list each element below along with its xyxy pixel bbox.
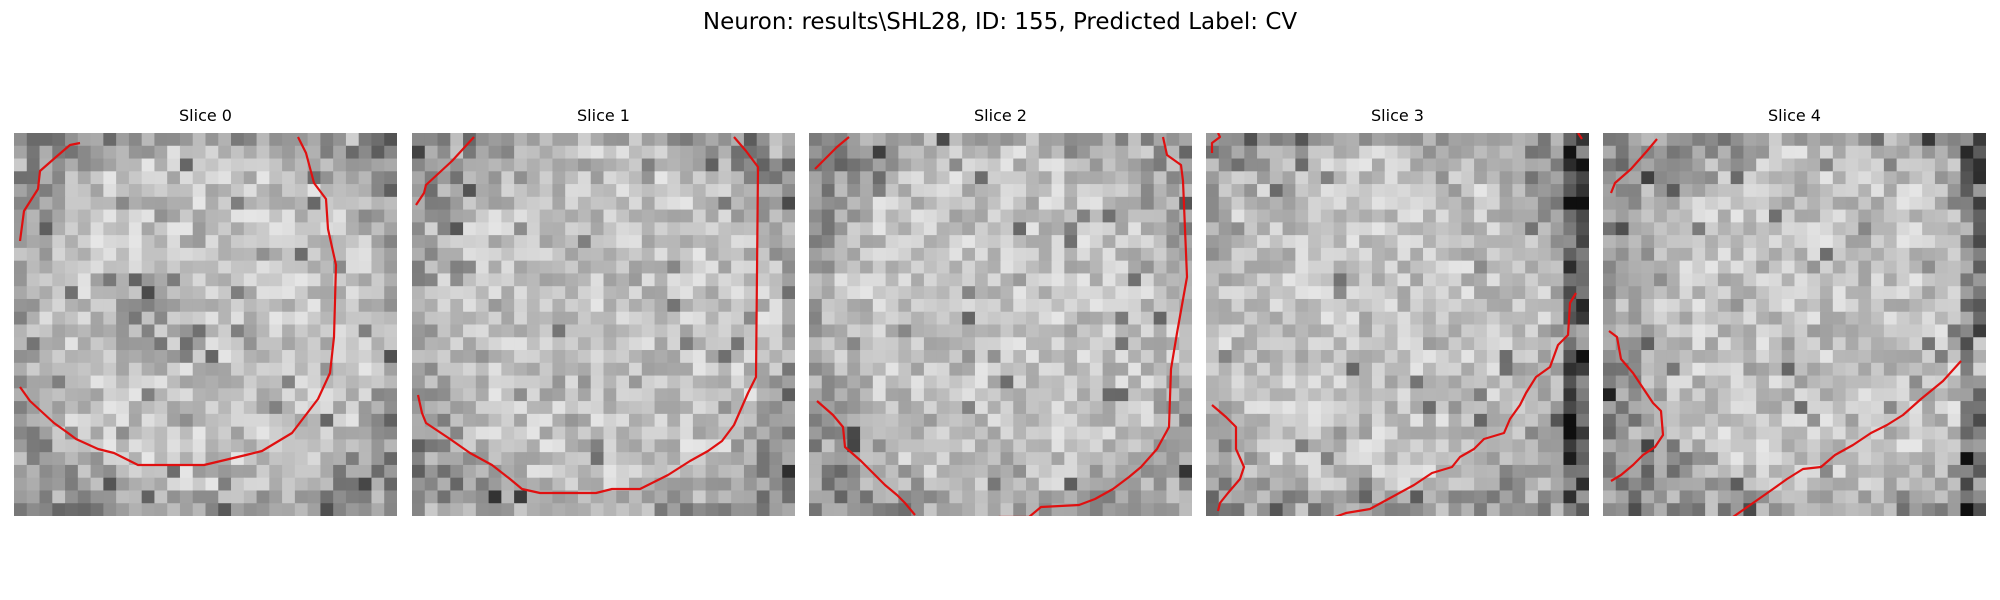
contour-line-2-1 [998,136,1189,516]
slice-title-2: Slice 2 [974,106,1027,125]
contour-line-3-3 [1211,404,1246,512]
slice-panel-0: Slice 0 [14,106,397,516]
contour-line-4-0 [1609,138,1658,194]
slice-title-1: Slice 1 [577,106,630,125]
slice-panel-2: Slice 2 [809,106,1192,516]
slice-image-3 [1206,133,1589,516]
contour-line-4-1 [1608,330,1665,482]
contour-line-3-1 [1577,133,1583,140]
slice-panel-4: Slice 4 [1603,106,1986,516]
contour-line-2-0 [814,136,850,170]
contour-line-0-0 [18,141,81,242]
slice-image-2 [809,133,1192,516]
slice-image-4 [1603,133,1986,516]
contour-line-1-0 [415,136,475,206]
contour-line-0-1 [19,136,338,467]
slice-title-0: Slice 0 [179,106,232,125]
contour-line-1-1 [416,136,760,495]
contour-line-3-2 [1334,292,1577,516]
slice-title-3: Slice 3 [1371,106,1424,125]
contour-line-2-2 [816,400,916,516]
slice-panel-3: Slice 3 [1206,106,1589,516]
slice-title-4: Slice 4 [1768,106,1821,125]
figure-title: Neuron: results\SHL28, ID: 155, Predicte… [702,9,1298,35]
slice-image-1 [412,133,795,516]
contour-line-3-0 [1210,133,1222,153]
slice-panel-1: Slice 1 [412,106,795,516]
slice-image-0 [14,133,397,516]
contour-line-4-2 [1732,360,1962,516]
